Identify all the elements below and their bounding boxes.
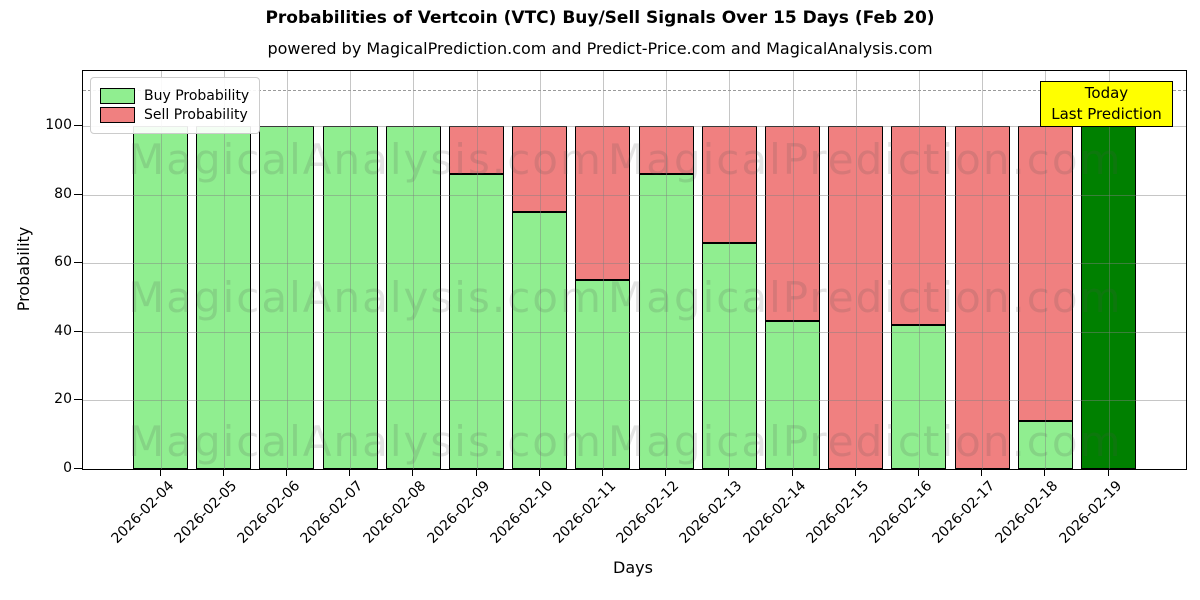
bar-segment-sell <box>449 125 504 174</box>
x-axis-label: Days <box>613 558 653 577</box>
x-tick-label: 2026-02-10 <box>487 478 557 547</box>
x-tick-label: 2026-02-07 <box>297 478 367 547</box>
x-tick-mark <box>159 468 161 476</box>
x-tick-mark <box>917 468 919 476</box>
bar-segment-sell <box>891 125 947 325</box>
y-tick-label: 100 <box>45 116 72 133</box>
today-annotation: Today Last Prediction <box>1040 81 1173 127</box>
x-tick-mark <box>728 468 730 476</box>
x-tick-mark <box>285 468 287 476</box>
x-tick-mark <box>475 468 477 476</box>
y-tick-label: 80 <box>54 185 72 202</box>
y-axis-label: Probability <box>14 226 33 312</box>
x-tick-mark <box>791 468 793 476</box>
x-tick-label: 2026-02-17 <box>929 478 999 547</box>
bar-segment-buy <box>449 173 504 469</box>
x-tick-label: 2026-02-05 <box>171 478 241 547</box>
bar-segment-buy <box>259 125 315 469</box>
bar-segment-buy <box>638 173 694 469</box>
x-tick-mark <box>538 468 540 476</box>
bar-segment-sell <box>954 125 1010 469</box>
sell-swatch-icon <box>100 107 135 123</box>
bar-segment-buy <box>385 125 441 469</box>
x-tick-label: 2026-02-12 <box>613 478 683 547</box>
x-tick-label: 2026-02-13 <box>676 478 746 547</box>
y-tick-label: 40 <box>54 322 72 339</box>
x-tick-label: 2026-02-16 <box>866 478 936 547</box>
bar-segment-buy <box>133 125 188 469</box>
x-tick-label: 2026-02-18 <box>992 478 1062 547</box>
x-tick-mark <box>412 468 414 476</box>
bar-segment-buy <box>1017 420 1073 469</box>
bar-segment-buy <box>701 242 757 469</box>
x-tick-label: 2026-02-11 <box>550 478 620 547</box>
y-tick-mark <box>74 330 82 332</box>
x-tick-mark <box>601 468 603 476</box>
bar-segment-buy <box>765 321 820 469</box>
y-tick-label: 20 <box>54 391 72 408</box>
buy-swatch-icon <box>100 88 135 104</box>
bar-segment-buy <box>891 324 947 469</box>
bar-segment-buy <box>1081 125 1136 469</box>
y-tick-label: 0 <box>63 460 72 476</box>
bar-segment-buy <box>575 280 631 469</box>
legend: Buy Probability Sell Probability <box>90 77 261 134</box>
x-tick-label: 2026-02-06 <box>234 478 304 547</box>
y-tick-mark <box>74 262 82 264</box>
y-tick-mark <box>74 193 82 195</box>
chart-subtitle: powered by MagicalPrediction.com and Pre… <box>267 39 933 58</box>
bar-segment-sell <box>638 125 694 174</box>
legend-item-sell: Sell Probability <box>100 107 249 123</box>
x-tick-mark <box>349 468 351 476</box>
bar-segment-sell <box>701 125 757 243</box>
chart-title: Probabilities of Vertcoin (VTC) Buy/Sell… <box>265 8 935 28</box>
bar-segment-buy <box>196 125 252 469</box>
plot-area <box>82 70 1187 470</box>
bar-segment-sell <box>765 125 820 322</box>
bar-segment-sell <box>512 125 568 212</box>
x-tick-label: 2026-02-19 <box>1055 478 1125 547</box>
y-tick-mark <box>74 399 82 401</box>
today-annotation-line2: Last Prediction <box>1051 105 1162 123</box>
y-tick-mark <box>74 468 82 469</box>
x-tick-mark <box>981 468 983 476</box>
bar-segment-sell <box>828 125 884 469</box>
bar-segment-buy <box>322 125 378 469</box>
x-tick-mark <box>222 468 224 476</box>
legend-item-buy: Buy Probability <box>100 88 249 104</box>
x-tick-mark <box>1044 468 1046 476</box>
x-tick-mark <box>854 468 856 476</box>
x-tick-label: 2026-02-08 <box>360 478 430 547</box>
y-tick-label: 60 <box>54 254 72 271</box>
bar-segment-buy <box>512 211 568 469</box>
legend-buy-label: Buy Probability <box>144 88 250 104</box>
x-tick-label: 2026-02-15 <box>803 478 873 547</box>
bar-segment-sell <box>1017 125 1073 421</box>
y-tick-mark <box>74 124 82 126</box>
x-tick-label: 2026-02-09 <box>423 478 493 547</box>
bar-segment-sell <box>575 125 631 281</box>
today-annotation-line1: Today <box>1084 84 1129 102</box>
x-tick-label: 2026-02-04 <box>107 478 177 547</box>
legend-sell-label: Sell Probability <box>144 107 248 123</box>
x-tick-mark <box>665 468 667 476</box>
x-tick-mark <box>1107 468 1109 476</box>
x-tick-label: 2026-02-14 <box>739 478 809 547</box>
